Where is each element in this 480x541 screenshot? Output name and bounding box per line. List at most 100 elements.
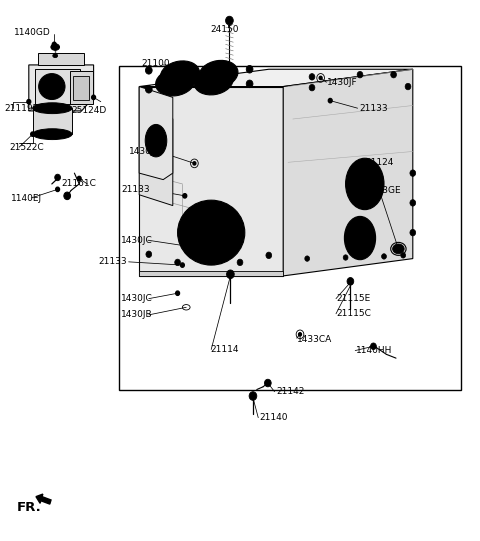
Ellipse shape xyxy=(197,218,226,248)
Text: 21133: 21133 xyxy=(121,185,150,194)
Text: 21115E: 21115E xyxy=(336,294,370,303)
Text: FR.: FR. xyxy=(17,501,42,514)
Polygon shape xyxy=(139,69,413,87)
Ellipse shape xyxy=(199,71,228,91)
FancyArrow shape xyxy=(36,494,51,504)
Circle shape xyxy=(392,73,395,76)
Circle shape xyxy=(176,291,180,295)
Text: 21522C: 21522C xyxy=(10,143,44,151)
Circle shape xyxy=(309,84,315,91)
Circle shape xyxy=(319,76,322,80)
Ellipse shape xyxy=(33,103,72,114)
Circle shape xyxy=(407,85,409,88)
Circle shape xyxy=(237,259,243,266)
Circle shape xyxy=(147,68,151,72)
Ellipse shape xyxy=(160,61,200,88)
Circle shape xyxy=(347,278,354,285)
Text: 21161C: 21161C xyxy=(61,179,96,188)
Circle shape xyxy=(411,231,414,234)
Text: 1430JB: 1430JB xyxy=(121,311,153,319)
Text: 21114: 21114 xyxy=(210,345,239,354)
Circle shape xyxy=(264,379,271,387)
Ellipse shape xyxy=(38,74,65,100)
Circle shape xyxy=(405,83,411,90)
Circle shape xyxy=(410,200,416,206)
Ellipse shape xyxy=(185,207,238,259)
Ellipse shape xyxy=(51,44,60,50)
Circle shape xyxy=(193,162,196,165)
Ellipse shape xyxy=(178,200,245,265)
Bar xyxy=(119,66,461,390)
Circle shape xyxy=(226,16,233,25)
Text: 21115C: 21115C xyxy=(336,309,371,318)
Text: 21133: 21133 xyxy=(359,104,388,113)
Circle shape xyxy=(309,74,315,80)
Circle shape xyxy=(299,333,301,336)
Ellipse shape xyxy=(53,54,58,58)
Ellipse shape xyxy=(344,216,376,260)
Bar xyxy=(33,108,72,134)
Text: 21100: 21100 xyxy=(142,60,170,68)
Circle shape xyxy=(175,259,180,266)
Text: 1430JC: 1430JC xyxy=(121,294,153,303)
Ellipse shape xyxy=(33,129,72,140)
Bar xyxy=(73,76,89,100)
Bar xyxy=(35,69,80,104)
Circle shape xyxy=(396,247,400,251)
Circle shape xyxy=(305,256,310,261)
Text: 1573GE: 1573GE xyxy=(366,186,401,195)
Circle shape xyxy=(311,86,313,89)
Circle shape xyxy=(31,132,35,136)
Circle shape xyxy=(343,255,348,260)
Ellipse shape xyxy=(351,166,378,202)
Circle shape xyxy=(410,229,416,236)
Ellipse shape xyxy=(199,61,238,88)
Circle shape xyxy=(371,343,376,349)
Circle shape xyxy=(77,176,81,181)
Circle shape xyxy=(411,201,414,204)
Text: 21124: 21124 xyxy=(366,158,394,167)
Text: 21140: 21140 xyxy=(259,413,288,422)
Circle shape xyxy=(185,64,189,68)
Text: 1140GD: 1140GD xyxy=(14,28,51,37)
Text: 1430JF: 1430JF xyxy=(327,78,358,87)
Circle shape xyxy=(348,280,352,285)
Circle shape xyxy=(145,85,152,93)
Text: 1430JC: 1430JC xyxy=(121,236,153,245)
Ellipse shape xyxy=(145,124,167,157)
Ellipse shape xyxy=(165,64,195,85)
Ellipse shape xyxy=(350,223,370,253)
Circle shape xyxy=(382,254,386,259)
Circle shape xyxy=(146,251,152,258)
Circle shape xyxy=(55,174,60,181)
Circle shape xyxy=(246,65,253,73)
Text: 21142: 21142 xyxy=(276,387,304,395)
Circle shape xyxy=(56,187,60,192)
Ellipse shape xyxy=(156,69,195,96)
Text: 21133: 21133 xyxy=(98,258,127,266)
Ellipse shape xyxy=(346,158,384,210)
Polygon shape xyxy=(283,69,413,276)
Circle shape xyxy=(359,73,361,76)
Circle shape xyxy=(147,87,151,91)
Circle shape xyxy=(411,171,414,175)
Circle shape xyxy=(180,263,184,267)
Circle shape xyxy=(401,253,406,258)
Circle shape xyxy=(246,80,253,88)
Text: 1140EJ: 1140EJ xyxy=(11,194,42,202)
Text: 1140HH: 1140HH xyxy=(356,346,393,355)
Circle shape xyxy=(64,192,71,200)
Polygon shape xyxy=(29,65,94,111)
Polygon shape xyxy=(139,87,173,206)
Text: 21119B: 21119B xyxy=(5,104,39,113)
Circle shape xyxy=(27,100,31,104)
Text: 1430JF: 1430JF xyxy=(129,147,159,156)
Circle shape xyxy=(249,392,257,400)
Circle shape xyxy=(227,270,234,279)
Circle shape xyxy=(248,67,252,71)
Polygon shape xyxy=(139,87,173,180)
Polygon shape xyxy=(139,87,283,276)
Circle shape xyxy=(357,71,363,78)
Circle shape xyxy=(145,67,152,74)
Text: 25124D: 25124D xyxy=(71,107,106,115)
